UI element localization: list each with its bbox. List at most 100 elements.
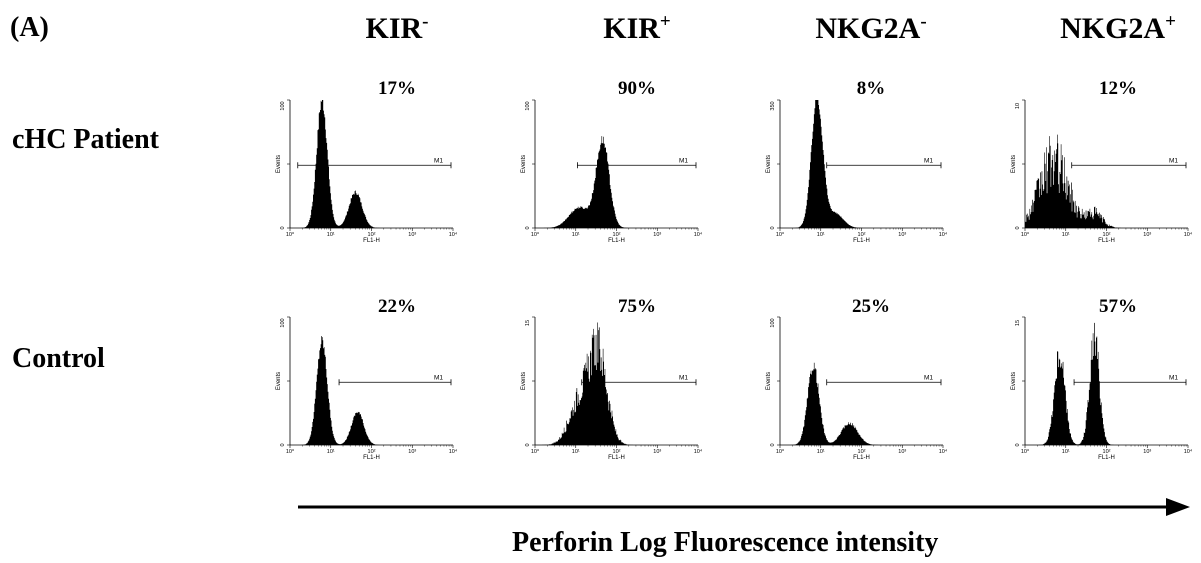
column-header-base: KIR xyxy=(603,12,660,45)
x-axis-label: FL1-H xyxy=(1098,455,1115,461)
histogram-plot: 10⁰ 10¹ 10² 10³ 10⁴ FL1-H 0 100 Events M1 xyxy=(766,316,948,461)
x-tick-label: 10⁴ xyxy=(1184,448,1193,455)
gate-label: M1 xyxy=(679,157,688,164)
x-tick-label: 10³ xyxy=(408,449,416,455)
column-header-sup: + xyxy=(1165,11,1176,32)
gate-label: M1 xyxy=(434,374,443,381)
x-tick-label: 10⁰ xyxy=(776,231,785,238)
gate-percentage: 12% xyxy=(1099,78,1137,99)
y-tick-label-max: 100 xyxy=(280,101,286,110)
y-axis-label: Events xyxy=(276,372,282,390)
axis-caption: Perforin Log Fluorescence intensity xyxy=(512,527,939,558)
y-axis-label: Events xyxy=(1011,372,1017,390)
column-header-sup: + xyxy=(659,11,671,32)
x-tick-label: 10⁴ xyxy=(939,448,948,455)
column-header-base: NKG2A xyxy=(815,12,921,45)
column-header-base: KIR xyxy=(365,12,423,45)
x-tick-label: 10¹ xyxy=(1062,232,1070,238)
x-axis-label: FL1-H xyxy=(853,455,870,461)
column-header-kir-neg: KIR- xyxy=(365,12,428,44)
gate-label: M1 xyxy=(924,157,933,164)
x-tick-label: 10⁰ xyxy=(286,448,295,455)
gate-label: M1 xyxy=(679,374,688,381)
x-tick-label: 10⁴ xyxy=(449,448,458,455)
x-tick-label: 10⁰ xyxy=(286,231,295,238)
arrow-head xyxy=(1166,498,1190,516)
histogram-bars xyxy=(780,100,944,228)
histogram-bars xyxy=(1025,134,1189,228)
x-tick-label: 10² xyxy=(613,449,621,455)
y-axis-label: Events xyxy=(766,372,772,390)
gate-percentage: 8% xyxy=(856,78,886,99)
x-axis-label: FL1-H xyxy=(363,455,380,461)
x-tick-label: 10¹ xyxy=(327,449,335,455)
histogram-plot: 10⁰ 10¹ 10² 10³ 10⁴ FL1-H 0 100 Events M1 xyxy=(276,316,458,461)
y-tick-label-max: 100 xyxy=(525,101,531,110)
y-tick-label-max: 15 xyxy=(525,320,531,326)
histogram-bars xyxy=(780,362,944,445)
x-tick-label: 10⁰ xyxy=(776,448,785,455)
x-tick-label: 10³ xyxy=(1143,232,1151,238)
y-axis-label: Events xyxy=(1011,155,1017,173)
x-tick-label: 10⁴ xyxy=(694,448,703,455)
gate-percentage: 57% xyxy=(1099,296,1137,317)
column-header-nkg2a-pos: NKG2A+ xyxy=(1060,12,1176,44)
x-tick-label: 10³ xyxy=(653,232,661,238)
y-axis-label: Events xyxy=(276,155,282,173)
gate-percentage: 17% xyxy=(378,78,416,99)
x-tick-label: 10⁴ xyxy=(939,231,948,238)
x-axis-label: FL1-H xyxy=(853,238,870,244)
x-tick-label: 10¹ xyxy=(572,449,580,455)
gate-percentage: 25% xyxy=(852,296,890,317)
column-header-nkg2a-neg: NKG2A- xyxy=(815,12,926,44)
gate-percentage: 90% xyxy=(618,78,656,99)
x-tick-label: 10¹ xyxy=(1062,449,1070,455)
panel-label: (A) xyxy=(10,12,49,43)
x-axis-label: FL1-H xyxy=(363,238,380,244)
y-tick-label-zero: 0 xyxy=(770,443,776,446)
x-tick-label: 10⁴ xyxy=(694,231,703,238)
x-tick-label: 10⁴ xyxy=(449,231,458,238)
x-tick-label: 10⁰ xyxy=(531,448,540,455)
x-tick-label: 10³ xyxy=(898,232,906,238)
gate-label: M1 xyxy=(924,374,933,381)
row-label-chc-patient: cHC Patient xyxy=(12,124,159,155)
gate-label: M1 xyxy=(434,157,443,164)
y-tick-label-zero: 0 xyxy=(1015,226,1021,229)
gate-percentage: 22% xyxy=(378,296,416,317)
x-axis-label: FL1-H xyxy=(608,455,625,461)
histogram-plot: 10⁰ 10¹ 10² 10³ 10⁴ FL1-H 0 10 Events M1 xyxy=(1011,99,1193,244)
x-tick-label: 10⁴ xyxy=(1184,231,1193,238)
histogram-bars xyxy=(290,100,454,228)
column-header-sup: - xyxy=(422,11,429,32)
y-tick-label-zero: 0 xyxy=(525,443,531,446)
histogram-plot: 10⁰ 10¹ 10² 10³ 10⁴ FL1-H 0 100 Events M1 xyxy=(276,99,458,244)
y-tick-label-zero: 0 xyxy=(1015,443,1021,446)
y-tick-label-max: 15 xyxy=(1015,320,1021,326)
x-tick-label: 10⁰ xyxy=(1021,448,1030,455)
histogram-plot: 10⁰ 10¹ 10² 10³ 10⁴ FL1-H 0 100 Events M1 xyxy=(521,99,703,244)
y-axis-label: Events xyxy=(521,155,527,173)
x-tick-label: 10² xyxy=(858,449,866,455)
y-tick-label-zero: 0 xyxy=(280,443,286,446)
x-tick-label: 10³ xyxy=(1143,449,1151,455)
histogram-plot: 10⁰ 10¹ 10² 10³ 10⁴ FL1-H 0 350 Events M1 xyxy=(766,99,948,244)
x-tick-label: 10² xyxy=(858,232,866,238)
y-tick-label-max: 100 xyxy=(280,318,286,327)
x-tick-label: 10² xyxy=(368,232,376,238)
x-tick-label: 10² xyxy=(1103,232,1111,238)
x-tick-label: 10¹ xyxy=(572,232,580,238)
x-tick-label: 10² xyxy=(368,449,376,455)
x-tick-label: 10² xyxy=(613,232,621,238)
x-axis-label: FL1-H xyxy=(608,238,625,244)
histogram-bars xyxy=(535,322,699,445)
y-axis-label: Events xyxy=(521,372,527,390)
histogram-plot: 10⁰ 10¹ 10² 10³ 10⁴ FL1-H 0 15 Events M1 xyxy=(1011,316,1193,461)
x-tick-label: 10¹ xyxy=(327,232,335,238)
y-tick-label-max: 10 xyxy=(1015,103,1021,109)
x-tick-label: 10⁰ xyxy=(531,231,540,238)
x-tick-label: 10² xyxy=(1103,449,1111,455)
histogram-bars xyxy=(1025,322,1189,445)
y-tick-label-max: 100 xyxy=(770,318,776,327)
